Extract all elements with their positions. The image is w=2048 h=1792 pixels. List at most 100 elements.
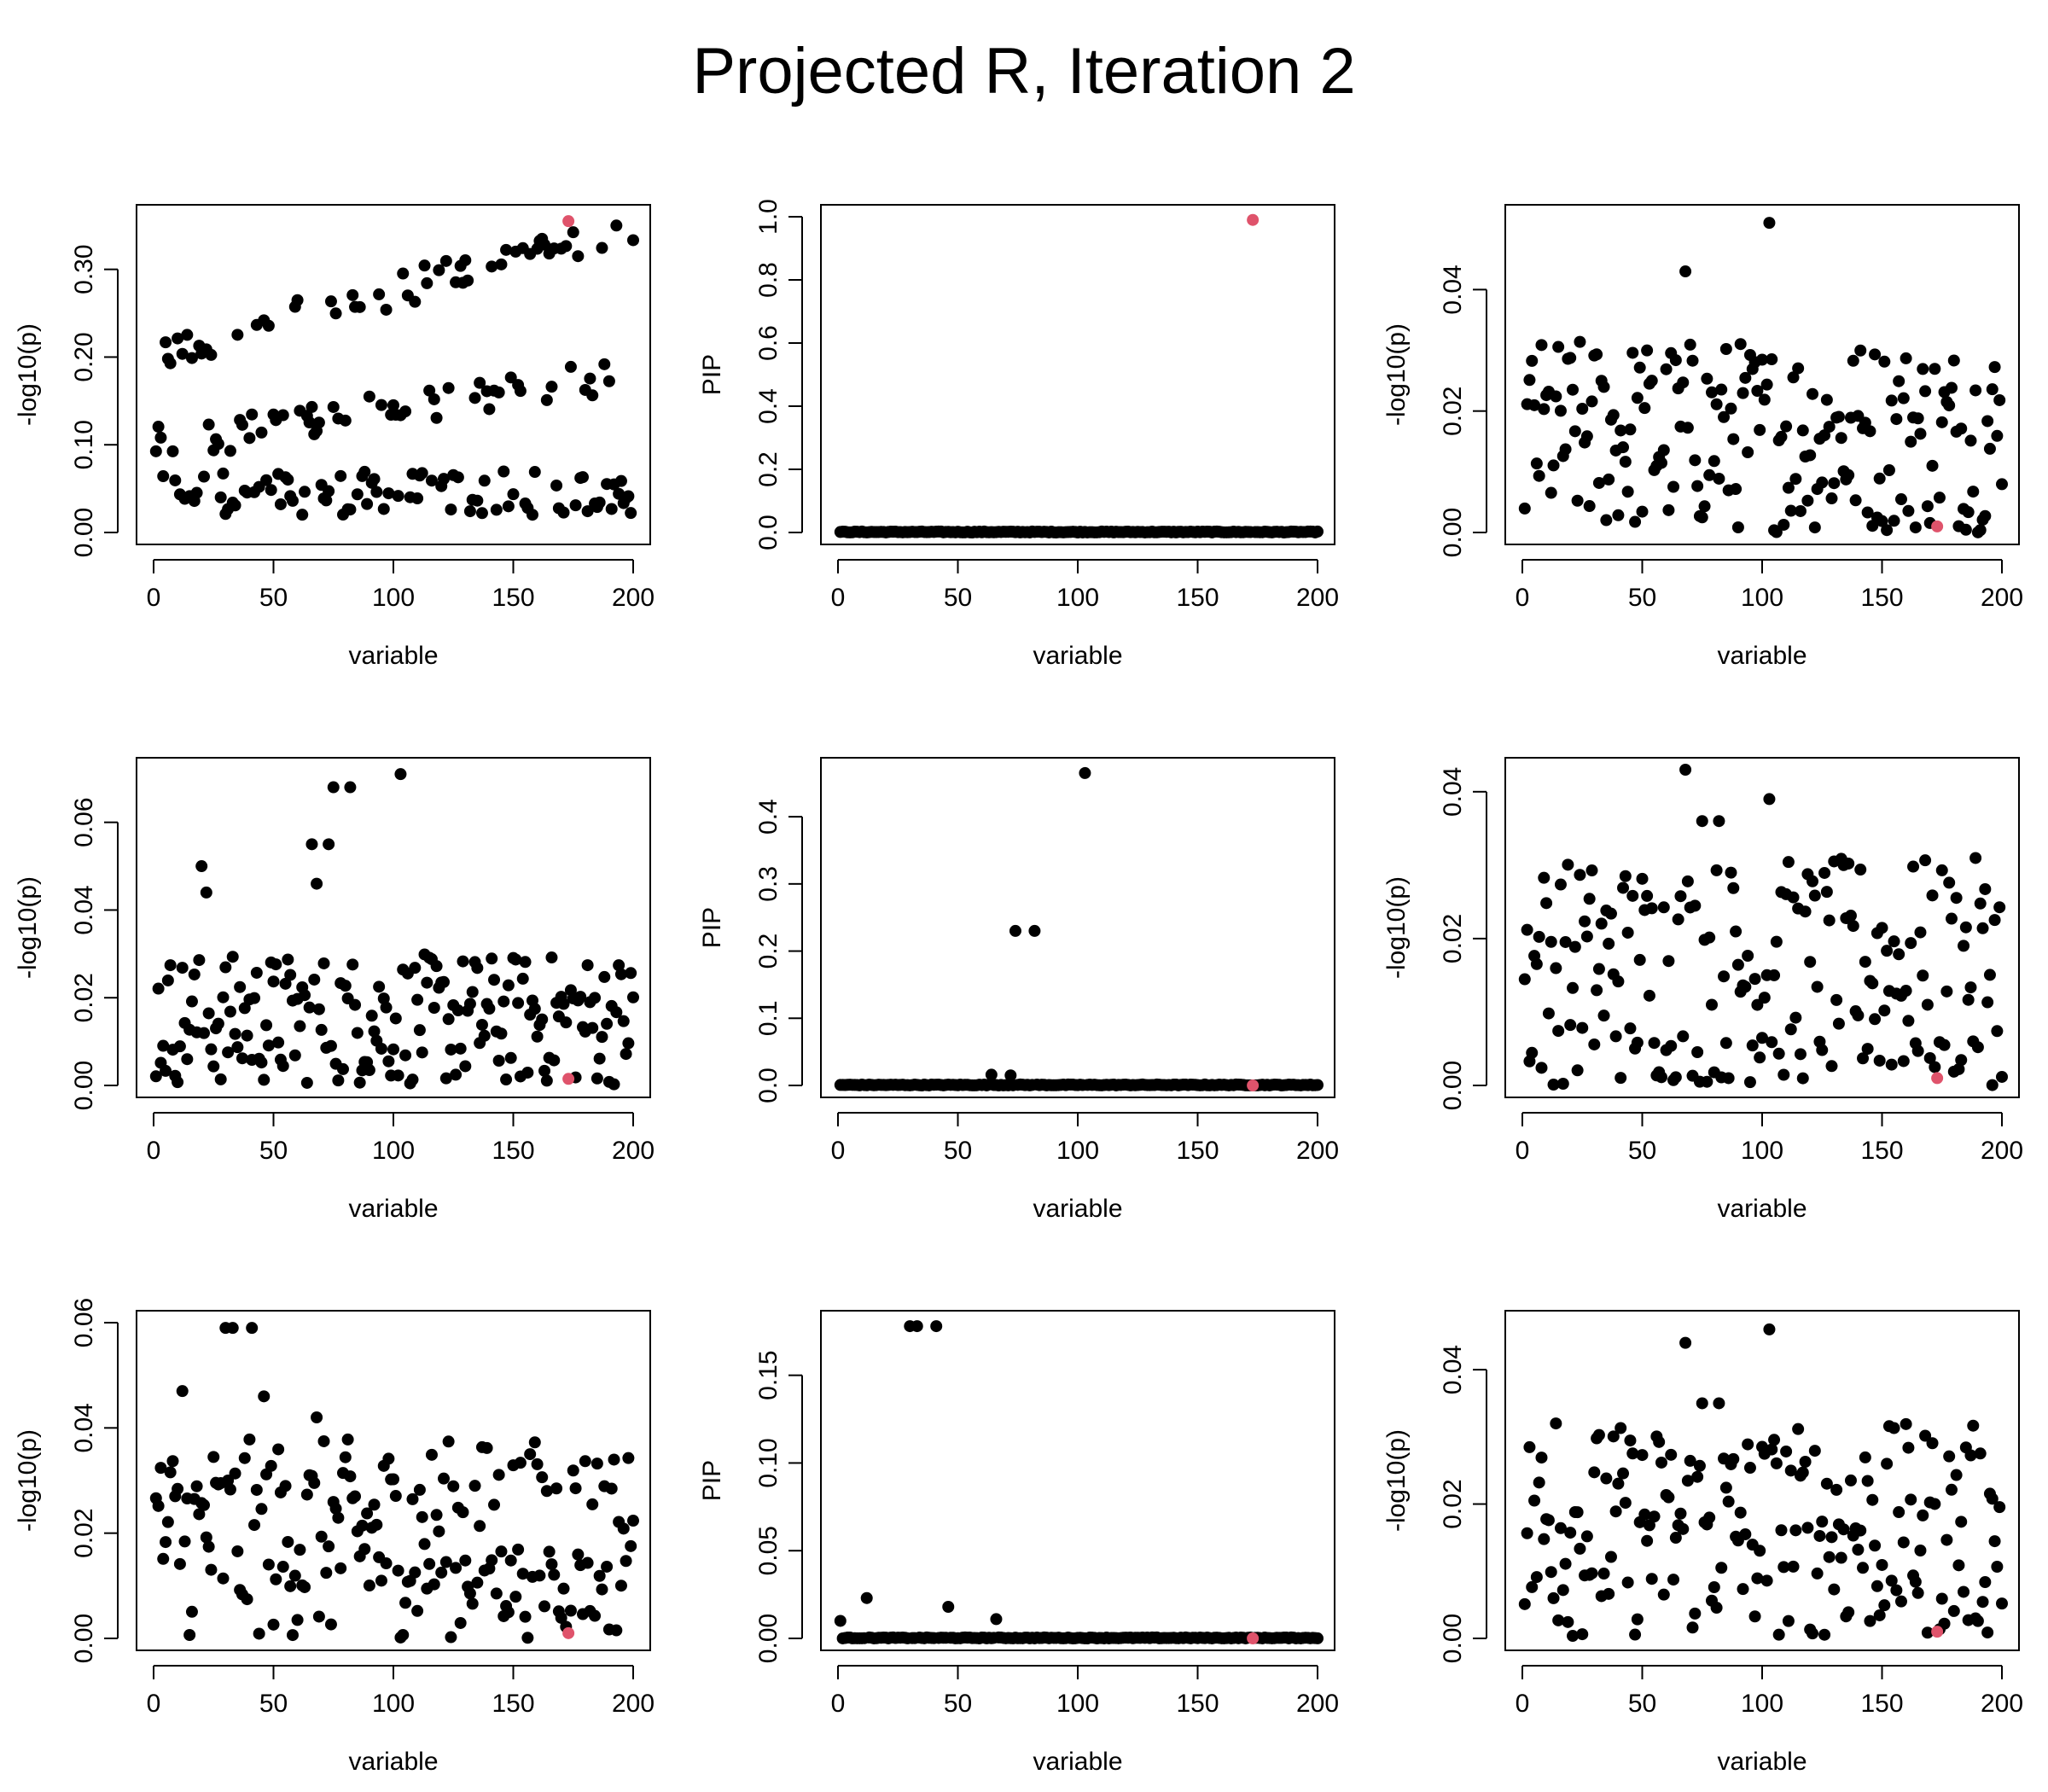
panel-row2-col3-point [1911,1044,1924,1057]
panel-row3-col1-point [294,1544,306,1556]
panel-row3-col1-point [589,1609,602,1622]
panel-row3-col1-point [586,1498,599,1510]
panel-row3-col3-y-tick-label: 0.00 [1439,1614,1467,1663]
panel-row2-col1-point [214,1073,227,1085]
panel-row3-col1-point [545,1558,558,1571]
panel-row1-col1-point [514,385,527,398]
panel-row2-col3-point [1869,1013,1882,1026]
panel-row2-col2-point [1028,924,1041,937]
panel-row1-col3-point [1552,340,1565,353]
panel-row3-col1-point [569,1482,582,1495]
panel-row2-col3-x-tick-label: 0 [1516,1137,1530,1165]
panel-row1-col3-point [1677,376,1690,389]
panel-row1-col3-point [1583,500,1596,513]
panel-row3-col1-point [368,1498,381,1511]
panel-row1-col3-point [1758,393,1771,406]
panel-row3-col3-point [1890,1584,1903,1597]
panel-row3-col1-point [620,1555,632,1568]
panel-row1-col1-point [205,348,218,361]
panel-row3-col3-point [1857,1562,1870,1574]
panel-row3-col3-point [1681,1475,1694,1487]
panel-row2-col3-point [1808,889,1821,902]
panel-row3-col1-point [397,1628,410,1641]
panel-row3-col3-x-tick-label: 150 [1860,1690,1903,1718]
panel-row1-col3-point [1808,521,1821,534]
panel-row2-col1-point [152,982,165,995]
panel-row1-col3-point [1835,432,1847,445]
panel-row3-col1-point [380,1557,393,1570]
panel-row2-col3-point [1562,858,1574,871]
panel-row2-col3-point [1823,914,1836,927]
panel-row3-col3-point [1911,1586,1924,1599]
panel-row1-col1-point [299,486,311,498]
panel-row1-col3-point [1701,372,1713,385]
panel-row2-col1-point [497,995,510,1008]
panel-row3-col1-point [332,1511,345,1524]
panel-row1-col1-point [625,507,637,520]
panel-row2-col1-point [193,954,206,967]
panel-row3-col3-point [1996,1597,2008,1610]
panel-row1-col3-point [1911,412,1924,425]
panel-row3-col3-point [1684,1454,1696,1467]
panel-row3-col3-point [1873,1609,1886,1621]
panel-row3-col1-point [442,1435,455,1448]
panel-row1-col1-point [351,488,364,501]
panel-row2-col3-highlight-point [1931,1072,1944,1085]
panel-row1-col1-point [397,267,410,280]
panel-row2-col1-point [591,1072,603,1085]
panel-row2-col3-point [1940,985,1953,998]
panel-row1-col1-point [421,276,433,289]
panel-row3-col1-point [160,1536,172,1549]
panel-row1-col3-point [1574,335,1586,348]
panel-row3-col3-y-tick-label: 0.02 [1439,1479,1467,1528]
panel-row1-col3-y-tick-label: 0.04 [1439,265,1467,314]
panel-row3-col1-point [288,1569,301,1582]
panel-row3-col1-point [617,1522,630,1535]
panel-row1-col1-point [610,219,623,232]
panel-row1-col3-point [1854,344,1867,357]
panel-row3-col1-point [157,1552,170,1565]
panel-row3-col3-point [1535,1452,1548,1464]
panel-row3-col3-y-label: -log10(p) [1382,1429,1411,1532]
panel-row2-col1-point [288,1049,301,1062]
panel-row1-col1-point [504,371,517,384]
panel-row2-col1-point [548,1054,561,1067]
panel-row1-col1-point [166,445,179,457]
panel-row1-col3-point [1754,423,1766,436]
panel-row1-col1-point [154,431,167,444]
panel-row2-col3-x-tick-label: 150 [1860,1137,1903,1165]
panel-row2-col1-point [248,992,261,1004]
panel-row3-col1-point [258,1390,271,1403]
panel-row3-col1-point [490,1587,503,1600]
panel-row2-col2-point [1009,924,1021,937]
panel-row3-col3-y-tick-label: 0.04 [1439,1345,1467,1394]
panel-row1-col3-point [1921,500,1934,513]
panel-row3-col3-point [1691,1470,1704,1483]
panel-row1-col1-point [323,485,335,497]
panel-row2-col1-point [323,838,335,851]
panel-row1-col1-point [483,403,496,416]
panel-row1-col1-point [327,400,340,413]
panel-row2-col3-point [1794,1048,1807,1061]
panel-row1-col1-point [545,381,558,393]
panel-row1-col3-point [1621,486,1634,498]
panel-row1-col3-point [1629,515,1642,528]
panel-row2-col1-point [430,960,443,973]
panel-row1-col3-point [1689,454,1702,467]
panel-row1-col2-frame [820,204,1335,545]
panel-row2-col3-point [1943,876,1956,889]
panel-row2-col3-point [1669,1071,1682,1084]
panel-row1-col3-point [1638,402,1651,415]
panel-row3-col1-point [358,1543,371,1556]
panel-row3-col1-point [363,1580,375,1592]
panel-row1-col1-point [471,494,484,507]
panel-row2-col1-point [294,1020,306,1033]
panel-row1-col1-point [502,500,515,513]
panel-row3-col1-point [564,1604,577,1617]
panel-row3-col3-point [1789,1524,1802,1537]
panel-row3-col3-point [1564,1527,1577,1539]
panel-row3-col1-point [284,1580,297,1592]
panel-row2-col3-point [1766,1036,1778,1049]
panel-row3-col2-x-tick-label: 100 [1056,1690,1099,1718]
panel-row2-col1-point [344,781,357,794]
